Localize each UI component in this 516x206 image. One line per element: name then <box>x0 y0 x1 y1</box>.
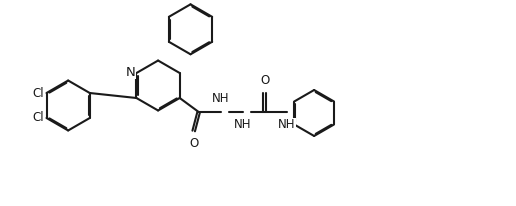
Text: O: O <box>189 137 198 150</box>
Text: O: O <box>260 74 269 87</box>
Text: NH: NH <box>234 118 251 131</box>
Text: NH: NH <box>212 92 230 105</box>
Text: NH: NH <box>278 118 295 131</box>
Text: Cl: Cl <box>33 87 44 99</box>
Text: Cl: Cl <box>33 111 44 124</box>
Text: N: N <box>126 66 135 78</box>
